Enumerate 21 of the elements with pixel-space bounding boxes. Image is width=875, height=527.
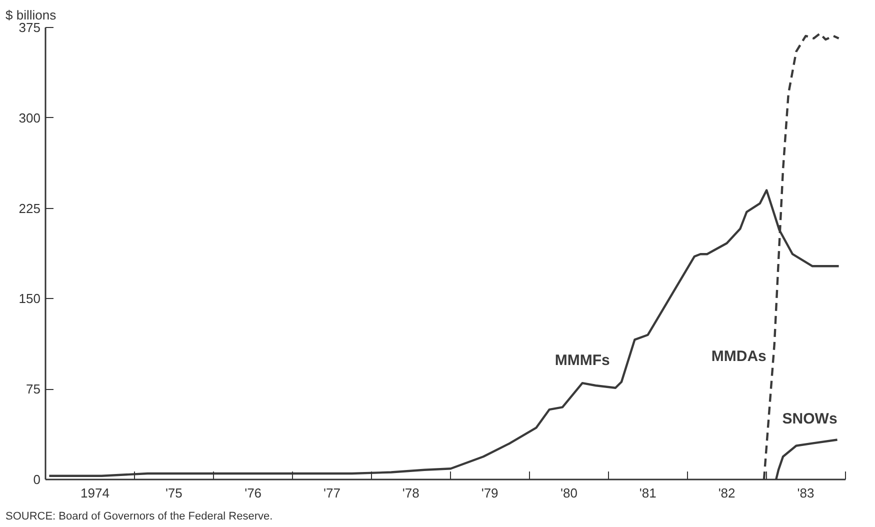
y-tick-label: 75 [26, 382, 41, 397]
series-label: SNOWs [782, 410, 838, 428]
x-tick-label: '77 [324, 486, 340, 500]
x-tick-label: '75 [165, 486, 182, 500]
y-tick-label: 225 [18, 200, 41, 216]
x-tick-label: '81 [639, 486, 656, 500]
x-tick-label: '82 [718, 486, 736, 500]
y-tick-label: 0 [33, 472, 41, 487]
x-tick-label: '83 [797, 486, 814, 500]
series-label: MMDAs [711, 348, 766, 366]
x-tick-label: '79 [481, 486, 498, 500]
y-tick-label: 300 [18, 110, 41, 126]
source-note: SOURCE: Board of Governors of the Federal Reserve. [6, 510, 273, 522]
x-tick-label: 1974 [80, 486, 110, 500]
y-tick-label: 150 [18, 291, 41, 306]
y-axis-title: $ billions [6, 8, 57, 22]
x-tick-label: '80 [560, 486, 578, 500]
x-tick-label: '78 [402, 486, 420, 500]
series-label: MMMFs [554, 352, 610, 370]
x-tick-label: '76 [244, 486, 262, 500]
y-tick-label: 375 [18, 20, 41, 35]
